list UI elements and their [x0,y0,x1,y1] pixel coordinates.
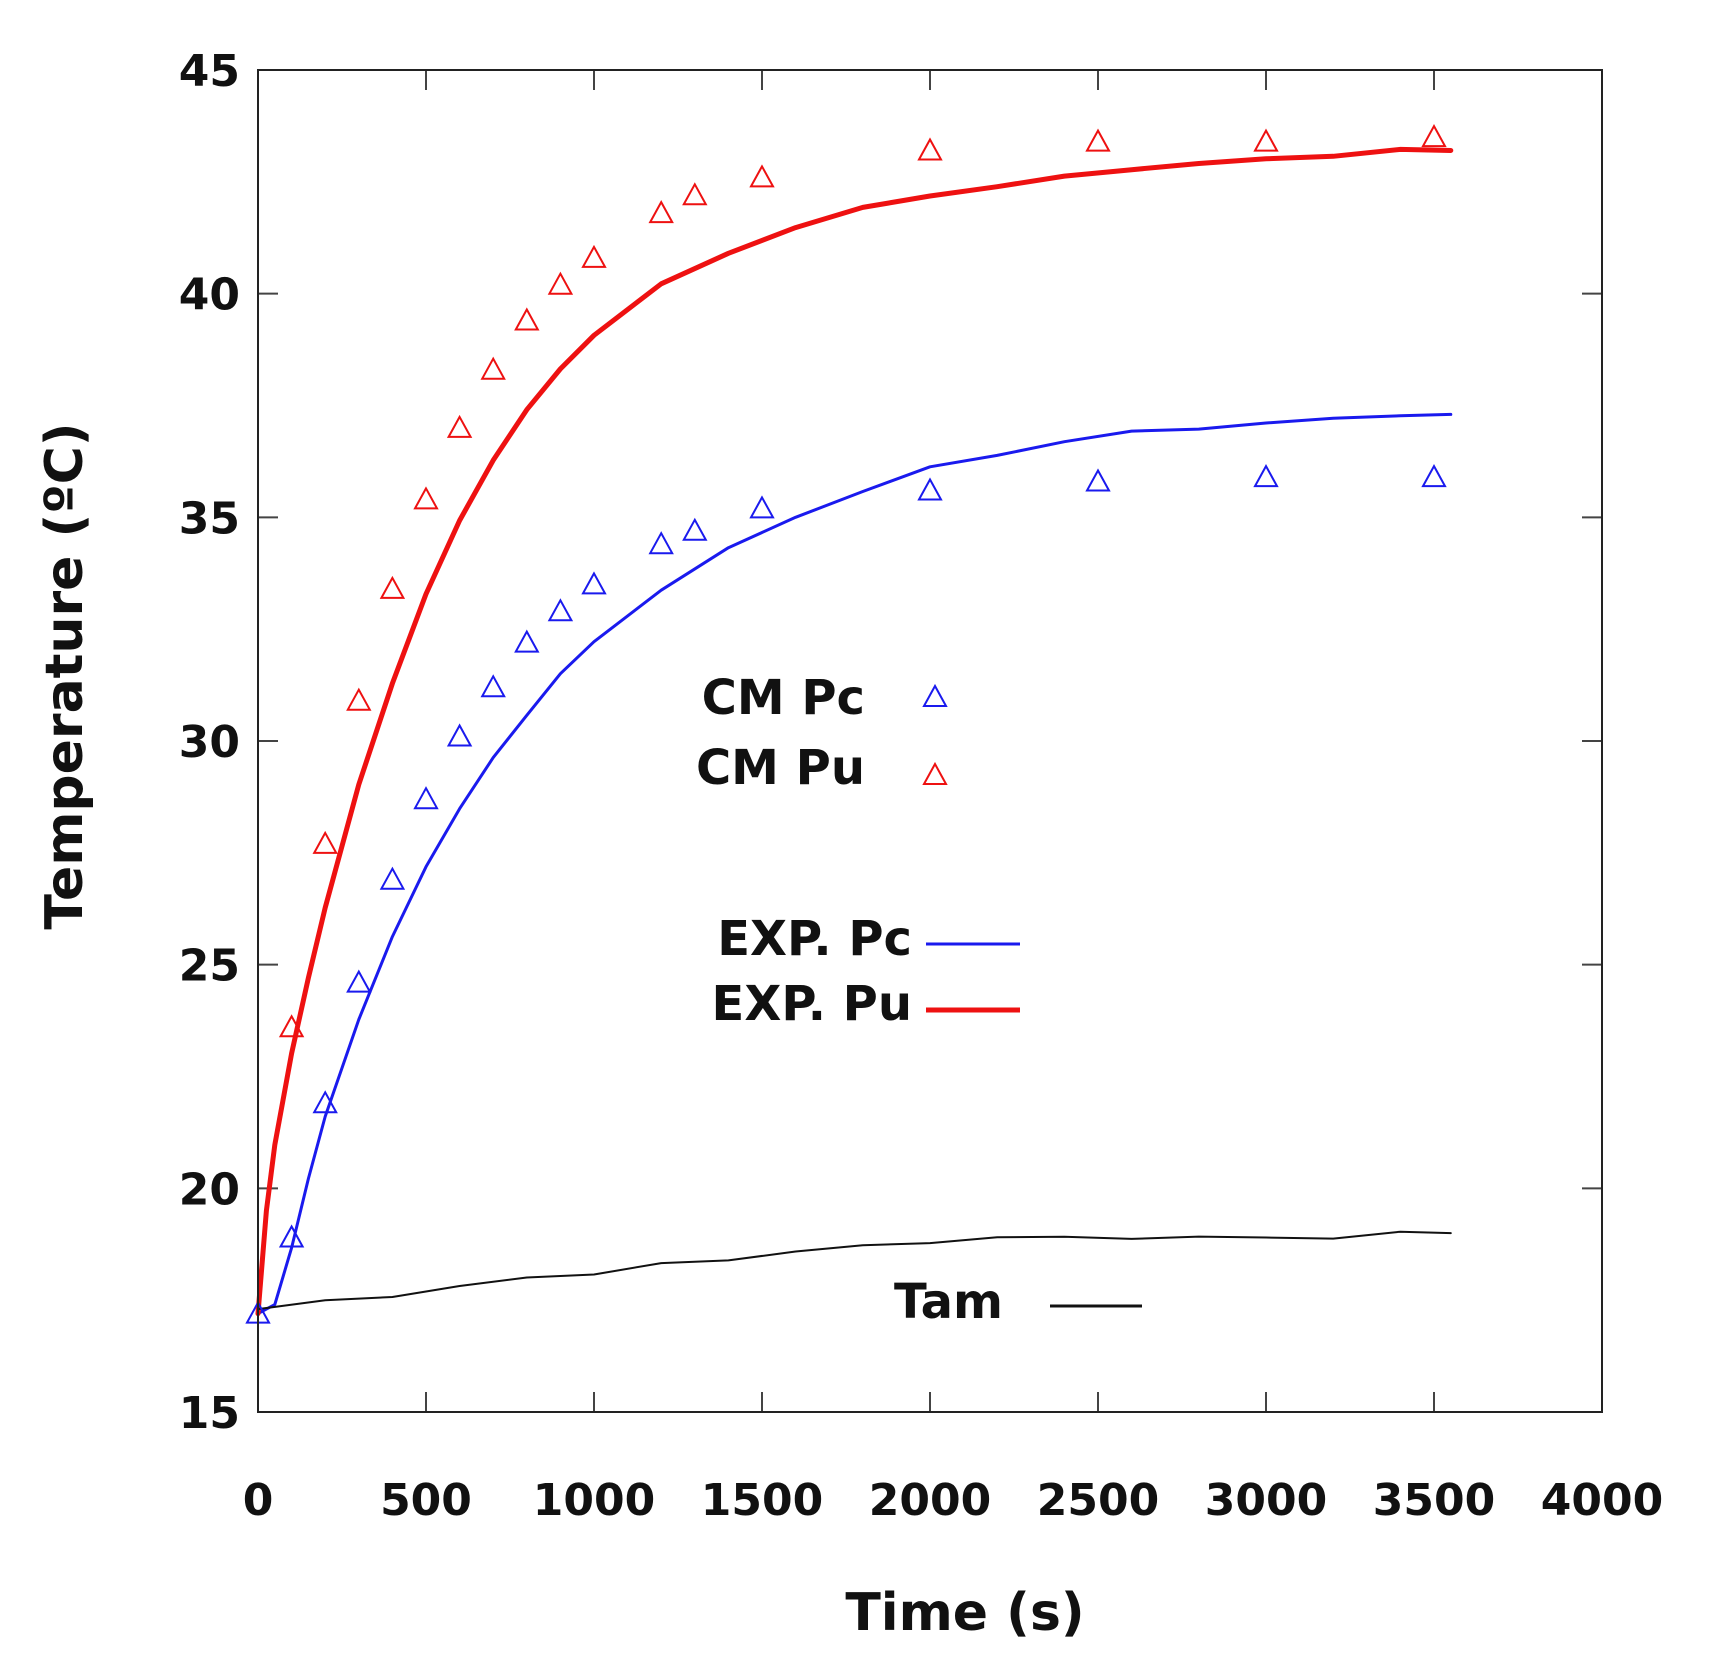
scatter-series [245,124,1447,1324]
x-tick-label: 1000 [533,1475,655,1526]
x-tick-label: 500 [380,1475,472,1526]
marker-cm-pu [413,486,439,510]
marker-cm-pu [1085,128,1111,152]
legend-label-cm-pc: CM Pc [702,670,865,726]
x-tick-label: 2500 [1037,1475,1159,1526]
marker-cm-pu [480,356,506,380]
marker-cm-pc [682,517,708,541]
legend-label-tam: Tam [894,1274,1003,1330]
marker-cm-pu [446,414,473,438]
marker-cm-pc [547,598,574,622]
marker-cm-pc [514,629,540,653]
x-tick-label: 1500 [701,1475,823,1526]
marker-cm-pc [1085,468,1111,492]
marker-cm-pc [1421,464,1447,488]
x-tick-label: 4000 [1541,1475,1663,1526]
x-tick-label: 3500 [1373,1475,1495,1526]
marker-cm-pc [749,495,775,519]
marker-cm-pc [917,477,943,501]
y-tick-label: 25 [179,941,240,992]
legend-label-exp-pc: EXP. Pc [717,911,912,967]
marker-cm-pu [278,1014,305,1038]
marker-cm-pc [312,1090,338,1114]
marker-cm-pc [648,531,674,555]
marker-cm-pu [1253,128,1279,152]
marker-cm-pu [547,271,574,295]
marker-cm-pc [581,571,607,595]
marker-cm-pc [379,866,406,890]
legend-marker-cm-pu [922,761,948,785]
line-tam [257,1230,1452,1311]
y-tick-label: 20 [179,1164,240,1215]
y-tick-label: 15 [179,1388,240,1439]
x-tick-label: 2000 [869,1475,991,1526]
marker-cm-pu [379,575,406,599]
y-tick-label: 40 [179,270,240,321]
x-axis-label: Time (s) [845,1583,1084,1643]
y-axis-label: Temperature (ºC) [35,422,95,929]
line-series [255,146,1454,1317]
marker-cm-pc [413,786,439,810]
marker-cm-pc [1253,464,1279,488]
line-exp-pu [255,146,1454,1317]
marker-cm-pu [312,830,338,854]
x-tick-labels: 0 500 1000 1500 2000 2500 3000 3500 4000 [243,1475,1664,1526]
legend-marker-cm-pc [922,683,948,707]
marker-cm-pu [346,687,372,711]
marker-cm-pu [749,164,775,188]
x-tick-label: 3000 [1205,1475,1327,1526]
line-exp-pc [256,412,1453,1316]
legend-label-exp-pu: EXP. Pu [712,976,912,1032]
marker-cm-pu [581,244,607,268]
marker-cm-pc [278,1224,305,1248]
marker-cm-pc [480,674,506,698]
marker-cm-pc [346,969,372,993]
y-tick-label: 35 [179,493,240,544]
y-tick-label: 45 [179,46,240,97]
y-tick-label: 30 [179,717,240,768]
x-tick-label: 0 [243,1475,274,1526]
marker-cm-pu [648,200,674,224]
marker-cm-pc [446,723,473,747]
marker-cm-pu [1421,124,1447,148]
legend-label-cm-pu: CM Pu [696,740,865,796]
legend: CM Pc CM Pu EXP. Pc EXP. Pu Tam [696,670,1142,1330]
marker-cm-pu [514,307,540,331]
plot-frame [257,69,1603,1413]
marker-cm-pu [682,182,708,206]
y-tick-labels: 15 20 25 30 35 40 45 [179,46,240,1439]
marker-cm-pu [917,137,943,161]
